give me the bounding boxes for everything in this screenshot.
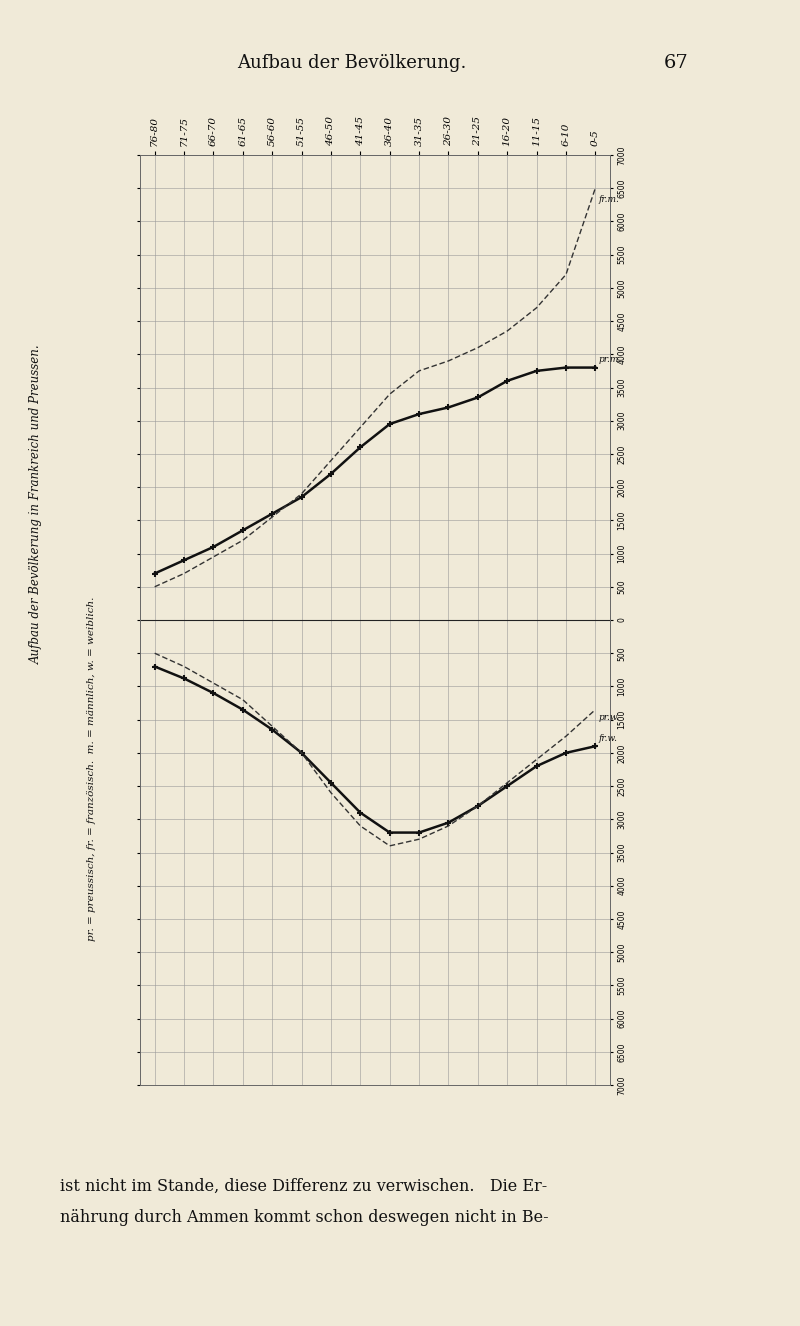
Text: 67: 67	[664, 54, 688, 72]
Text: ist nicht im Stande, diese Differenz zu verwischen.   Die Er-: ist nicht im Stande, diese Differenz zu …	[60, 1179, 547, 1195]
Text: pr.m.: pr.m.	[598, 355, 622, 365]
Text: pr.w.: pr.w.	[598, 713, 620, 721]
Text: fr.m.: fr.m.	[598, 195, 619, 204]
Text: Aufbau der Bevölkerung in Frankreich und Preussen.: Aufbau der Bevölkerung in Frankreich und…	[30, 343, 42, 664]
Text: fr.w.: fr.w.	[598, 733, 618, 743]
Text: pr. = preussisch, fr. = französisch.  m. = männlich, w. = weiblich.: pr. = preussisch, fr. = französisch. m. …	[87, 597, 97, 941]
Text: Aufbau der Bevölkerung.: Aufbau der Bevölkerung.	[238, 54, 466, 72]
Text: nährung durch Ammen kommt schon deswegen nicht in Be-: nährung durch Ammen kommt schon deswegen…	[60, 1209, 549, 1225]
